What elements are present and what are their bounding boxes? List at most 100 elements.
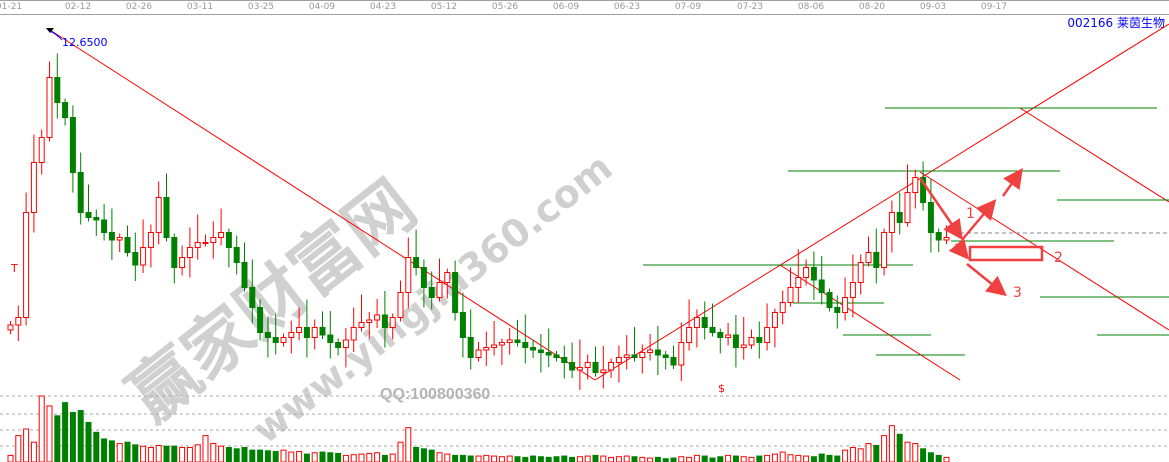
volume-bar xyxy=(483,454,490,462)
volume-bar xyxy=(124,441,131,462)
volume-bar xyxy=(717,456,724,462)
volume-bar xyxy=(15,435,22,462)
x-tick-label: 02-26 xyxy=(125,2,153,12)
volume-bar xyxy=(186,446,193,462)
x-tick-label: 01-21 xyxy=(0,2,23,12)
volume-bar xyxy=(257,449,264,462)
candle-down xyxy=(709,327,716,333)
volume-bar xyxy=(787,454,794,462)
candle-down xyxy=(717,332,724,338)
candle-down xyxy=(592,362,599,373)
trend-line xyxy=(594,23,1169,381)
volume-bar xyxy=(686,456,693,462)
volume-bar xyxy=(943,456,950,462)
volume-bar xyxy=(202,435,209,462)
volume-bar xyxy=(296,450,303,462)
volume-bar xyxy=(896,433,903,462)
volume-bar xyxy=(530,455,537,462)
volume-bar xyxy=(756,455,763,462)
candle-up xyxy=(912,177,919,193)
volume-bar xyxy=(592,454,599,462)
volume-bar xyxy=(358,453,365,462)
scenario-arrow xyxy=(1001,167,1023,197)
volume-bar xyxy=(54,415,61,462)
candle-up xyxy=(38,137,45,163)
candle-down xyxy=(93,217,100,221)
volume-bar xyxy=(77,410,84,462)
candle-up xyxy=(623,354,630,358)
candle-up xyxy=(444,272,451,283)
candle-down xyxy=(241,262,248,288)
candle-up xyxy=(483,347,490,351)
volume-bar xyxy=(327,452,334,462)
volume-bar xyxy=(428,449,435,462)
candle-up xyxy=(693,317,700,328)
candle-down xyxy=(69,117,76,173)
stock-name: 莱茵生物 xyxy=(1116,16,1165,30)
volume-bar xyxy=(818,453,825,462)
volume-bar xyxy=(647,457,654,462)
candle-down xyxy=(413,257,420,268)
volume-bar xyxy=(116,443,123,462)
candle-up xyxy=(15,317,22,326)
candle-down xyxy=(101,219,108,233)
candle-down xyxy=(561,357,568,363)
x-tick-label: 09-17 xyxy=(980,2,1008,12)
volume-bar xyxy=(147,446,154,462)
candle-down xyxy=(171,237,178,268)
candle-down xyxy=(428,287,435,298)
volume-bar xyxy=(444,453,451,462)
candle-down xyxy=(225,232,232,248)
volume-bar xyxy=(7,454,14,462)
candle-up xyxy=(584,362,591,368)
volume-bar xyxy=(233,448,240,462)
candle-up xyxy=(849,282,856,298)
candle-down xyxy=(818,279,825,293)
volume-bar xyxy=(264,450,271,462)
candle-down xyxy=(233,247,240,263)
volume-bar xyxy=(210,443,217,462)
x-tick-label: 08-06 xyxy=(797,2,825,12)
volume-bar xyxy=(834,455,841,462)
volume-bar xyxy=(608,456,615,462)
volume-bar xyxy=(459,454,466,462)
volume-bar xyxy=(140,445,147,462)
candle-up xyxy=(358,322,365,328)
candle-up xyxy=(46,77,53,138)
x-tick-label: 08-20 xyxy=(858,2,886,12)
volume-bar xyxy=(693,454,700,462)
volume-bar xyxy=(163,445,170,462)
candle-down xyxy=(631,354,638,358)
volume-bar xyxy=(584,455,591,462)
candle-up xyxy=(857,262,864,283)
scenario-arrow xyxy=(966,263,1007,297)
candle-up xyxy=(771,312,778,328)
volume-bar xyxy=(319,451,326,462)
x-tick-label: 07-09 xyxy=(674,2,702,12)
volume-bar xyxy=(904,441,911,462)
candle-down xyxy=(927,202,934,233)
date-axis: 01-21 02-12 02-26 03-11 03-25 04-09 04-23 05-12… xyxy=(0,0,1169,15)
x-tick-label: 06-23 xyxy=(613,2,641,12)
candle-up xyxy=(202,242,209,244)
volume-bar xyxy=(171,445,178,462)
volume-bar xyxy=(350,454,357,462)
candle-up xyxy=(600,369,607,373)
candle-up xyxy=(803,267,810,278)
candle-down xyxy=(420,267,427,288)
candle-up xyxy=(342,339,349,348)
volume-bar xyxy=(553,456,560,462)
x-tick-label: 09-03 xyxy=(919,2,947,12)
candle-down xyxy=(452,272,459,313)
volume-bar xyxy=(881,435,888,462)
candle-up xyxy=(147,232,154,248)
volume-bar xyxy=(701,455,708,462)
trend-line xyxy=(1019,107,1169,203)
candle-up xyxy=(311,327,318,338)
volume-bar xyxy=(522,456,529,462)
volume-bar xyxy=(740,456,747,462)
volume-bar xyxy=(381,454,388,462)
volume-bar xyxy=(241,446,248,462)
volume-bar xyxy=(249,449,256,462)
